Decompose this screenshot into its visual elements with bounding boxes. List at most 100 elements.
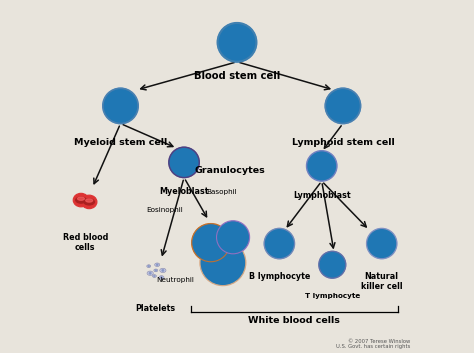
Circle shape: [203, 243, 242, 282]
Circle shape: [339, 106, 345, 112]
Circle shape: [325, 88, 361, 124]
Circle shape: [264, 228, 294, 259]
Text: White blood cells: White blood cells: [248, 316, 340, 325]
Circle shape: [155, 270, 156, 271]
Circle shape: [314, 158, 329, 173]
Ellipse shape: [82, 195, 97, 209]
Circle shape: [200, 236, 203, 239]
Circle shape: [215, 232, 218, 235]
Circle shape: [210, 252, 212, 255]
Ellipse shape: [147, 265, 151, 268]
Text: Neutrophil: Neutrophil: [156, 277, 194, 283]
Ellipse shape: [159, 276, 164, 279]
Circle shape: [232, 244, 237, 248]
Circle shape: [154, 275, 155, 277]
Circle shape: [199, 241, 202, 244]
Text: Blood stem cell: Blood stem cell: [194, 71, 280, 80]
Circle shape: [221, 26, 253, 58]
Circle shape: [321, 254, 343, 275]
Circle shape: [217, 221, 250, 254]
Circle shape: [224, 253, 235, 264]
Circle shape: [149, 272, 151, 274]
Circle shape: [218, 23, 256, 62]
Circle shape: [232, 227, 237, 231]
Circle shape: [239, 235, 244, 239]
Circle shape: [223, 238, 227, 243]
Circle shape: [156, 264, 158, 265]
Circle shape: [103, 88, 138, 124]
Circle shape: [204, 243, 207, 245]
Circle shape: [237, 241, 242, 245]
Circle shape: [375, 237, 382, 244]
Text: Lymphoblast: Lymphoblast: [293, 191, 351, 199]
Circle shape: [161, 277, 162, 278]
Ellipse shape: [86, 199, 93, 202]
Circle shape: [231, 36, 238, 43]
Text: Myeloid stem cell: Myeloid stem cell: [74, 138, 167, 146]
Circle shape: [200, 237, 210, 248]
Circle shape: [213, 245, 216, 248]
Circle shape: [172, 150, 197, 175]
Circle shape: [211, 237, 222, 248]
Circle shape: [227, 228, 231, 232]
Circle shape: [307, 151, 337, 181]
Text: Natural
killer cell: Natural killer cell: [361, 272, 402, 291]
Circle shape: [200, 246, 203, 250]
Circle shape: [319, 251, 346, 278]
Circle shape: [227, 243, 231, 247]
Circle shape: [218, 23, 256, 62]
Circle shape: [336, 98, 342, 105]
Circle shape: [224, 29, 250, 55]
Circle shape: [218, 260, 228, 271]
Circle shape: [205, 237, 208, 240]
Circle shape: [264, 228, 294, 259]
Circle shape: [366, 228, 397, 259]
Circle shape: [179, 157, 183, 161]
Text: Basophil: Basophil: [206, 189, 237, 195]
Circle shape: [328, 260, 332, 264]
Circle shape: [366, 228, 397, 259]
Text: T lymphocyte: T lymphocyte: [305, 293, 360, 299]
Circle shape: [119, 105, 125, 111]
Circle shape: [219, 246, 221, 250]
Text: Platelets: Platelets: [136, 304, 176, 312]
Circle shape: [223, 232, 227, 237]
Text: © 2007 Terese Winslow
U.S. Govt. has certain rights: © 2007 Terese Winslow U.S. Govt. has cer…: [336, 339, 410, 349]
Circle shape: [235, 234, 238, 238]
Text: Eosinophil: Eosinophil: [146, 207, 183, 213]
Circle shape: [370, 232, 394, 256]
Circle shape: [204, 232, 207, 235]
Circle shape: [116, 101, 122, 107]
Circle shape: [217, 221, 250, 254]
Circle shape: [331, 94, 355, 117]
Circle shape: [121, 102, 127, 108]
Ellipse shape: [77, 197, 84, 201]
Ellipse shape: [155, 263, 160, 267]
Circle shape: [219, 236, 221, 239]
Circle shape: [109, 94, 132, 117]
Circle shape: [231, 38, 238, 46]
Circle shape: [228, 33, 236, 41]
Circle shape: [194, 226, 228, 259]
Text: Myeloblast: Myeloblast: [159, 187, 209, 196]
Circle shape: [220, 241, 223, 244]
Circle shape: [375, 236, 392, 253]
Text: Lymphoid stem cell: Lymphoid stem cell: [292, 138, 394, 146]
Text: B lymphocyte: B lymphocyte: [249, 272, 310, 281]
Circle shape: [118, 100, 124, 105]
Circle shape: [113, 98, 120, 105]
Circle shape: [237, 229, 242, 234]
Circle shape: [319, 251, 346, 278]
Circle shape: [106, 92, 135, 120]
Circle shape: [214, 264, 225, 275]
Text: Granulocytes: Granulocytes: [195, 166, 265, 175]
Circle shape: [211, 236, 214, 239]
Circle shape: [192, 224, 230, 262]
Circle shape: [200, 240, 246, 286]
Circle shape: [215, 250, 218, 253]
Circle shape: [317, 161, 322, 166]
Circle shape: [208, 247, 210, 250]
Circle shape: [337, 102, 343, 108]
Circle shape: [204, 250, 207, 253]
Circle shape: [232, 239, 237, 243]
